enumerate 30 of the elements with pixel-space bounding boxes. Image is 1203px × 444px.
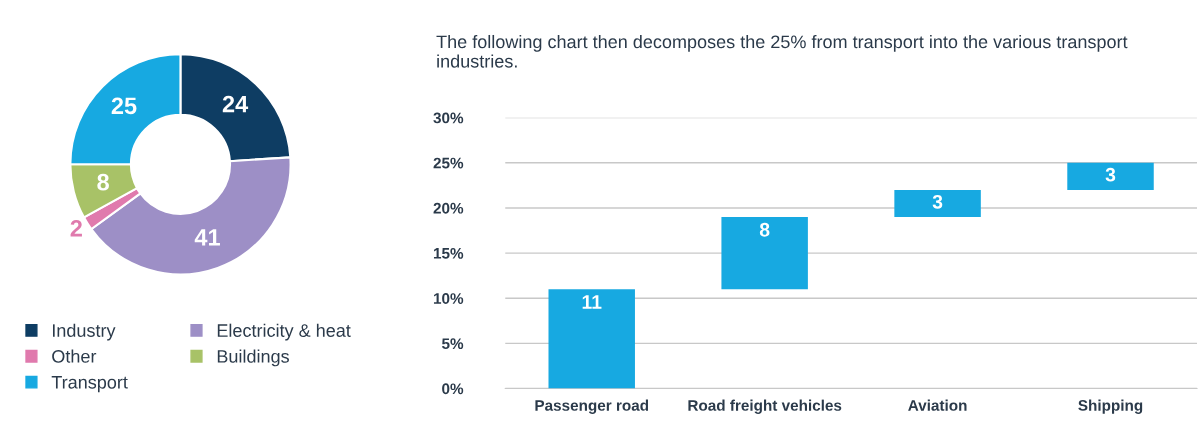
data-label: 2: [70, 219, 82, 237]
bar: [548, 289, 635, 389]
x-tick-label: Passenger road: [535, 399, 649, 414]
y-tick-label: 5%: [441, 338, 464, 350]
legend-label: Buildings: [217, 349, 289, 367]
bar: [1067, 162, 1154, 190]
bar: [721, 216, 808, 290]
x-tick-label: Shipping: [1078, 399, 1143, 414]
y-tick-label: 10%: [433, 293, 464, 304]
bar: [894, 189, 981, 217]
legend-label: Transport: [51, 376, 128, 393]
y-tick-label: 30%: [433, 112, 464, 124]
chart-title: The following chart then decomposes the 25% from transport into the various transport industries.: [436, 34, 1128, 68]
data-label: 11: [582, 295, 602, 309]
data-label: 3: [932, 194, 943, 209]
data-label: 41: [194, 229, 220, 246]
data-label: 3: [1105, 167, 1116, 182]
data-label: 8: [97, 173, 109, 191]
legend-label: Industry: [52, 323, 116, 341]
legend-label: Other: [52, 349, 97, 363]
y-tick-label: 0%: [442, 383, 464, 395]
legend-label: Electricity & heat: [217, 323, 351, 341]
y-tick-label: 20%: [433, 202, 464, 214]
x-tick-label: Road freight vehicles: [688, 399, 842, 414]
y-tick-label: 15%: [433, 247, 464, 259]
y-tick-label: 25%: [433, 157, 464, 169]
data-label: 8: [759, 222, 770, 237]
data-label: 24: [222, 95, 249, 113]
data-label: 25: [111, 97, 137, 115]
x-tick-label: Aviation: [908, 399, 967, 411]
